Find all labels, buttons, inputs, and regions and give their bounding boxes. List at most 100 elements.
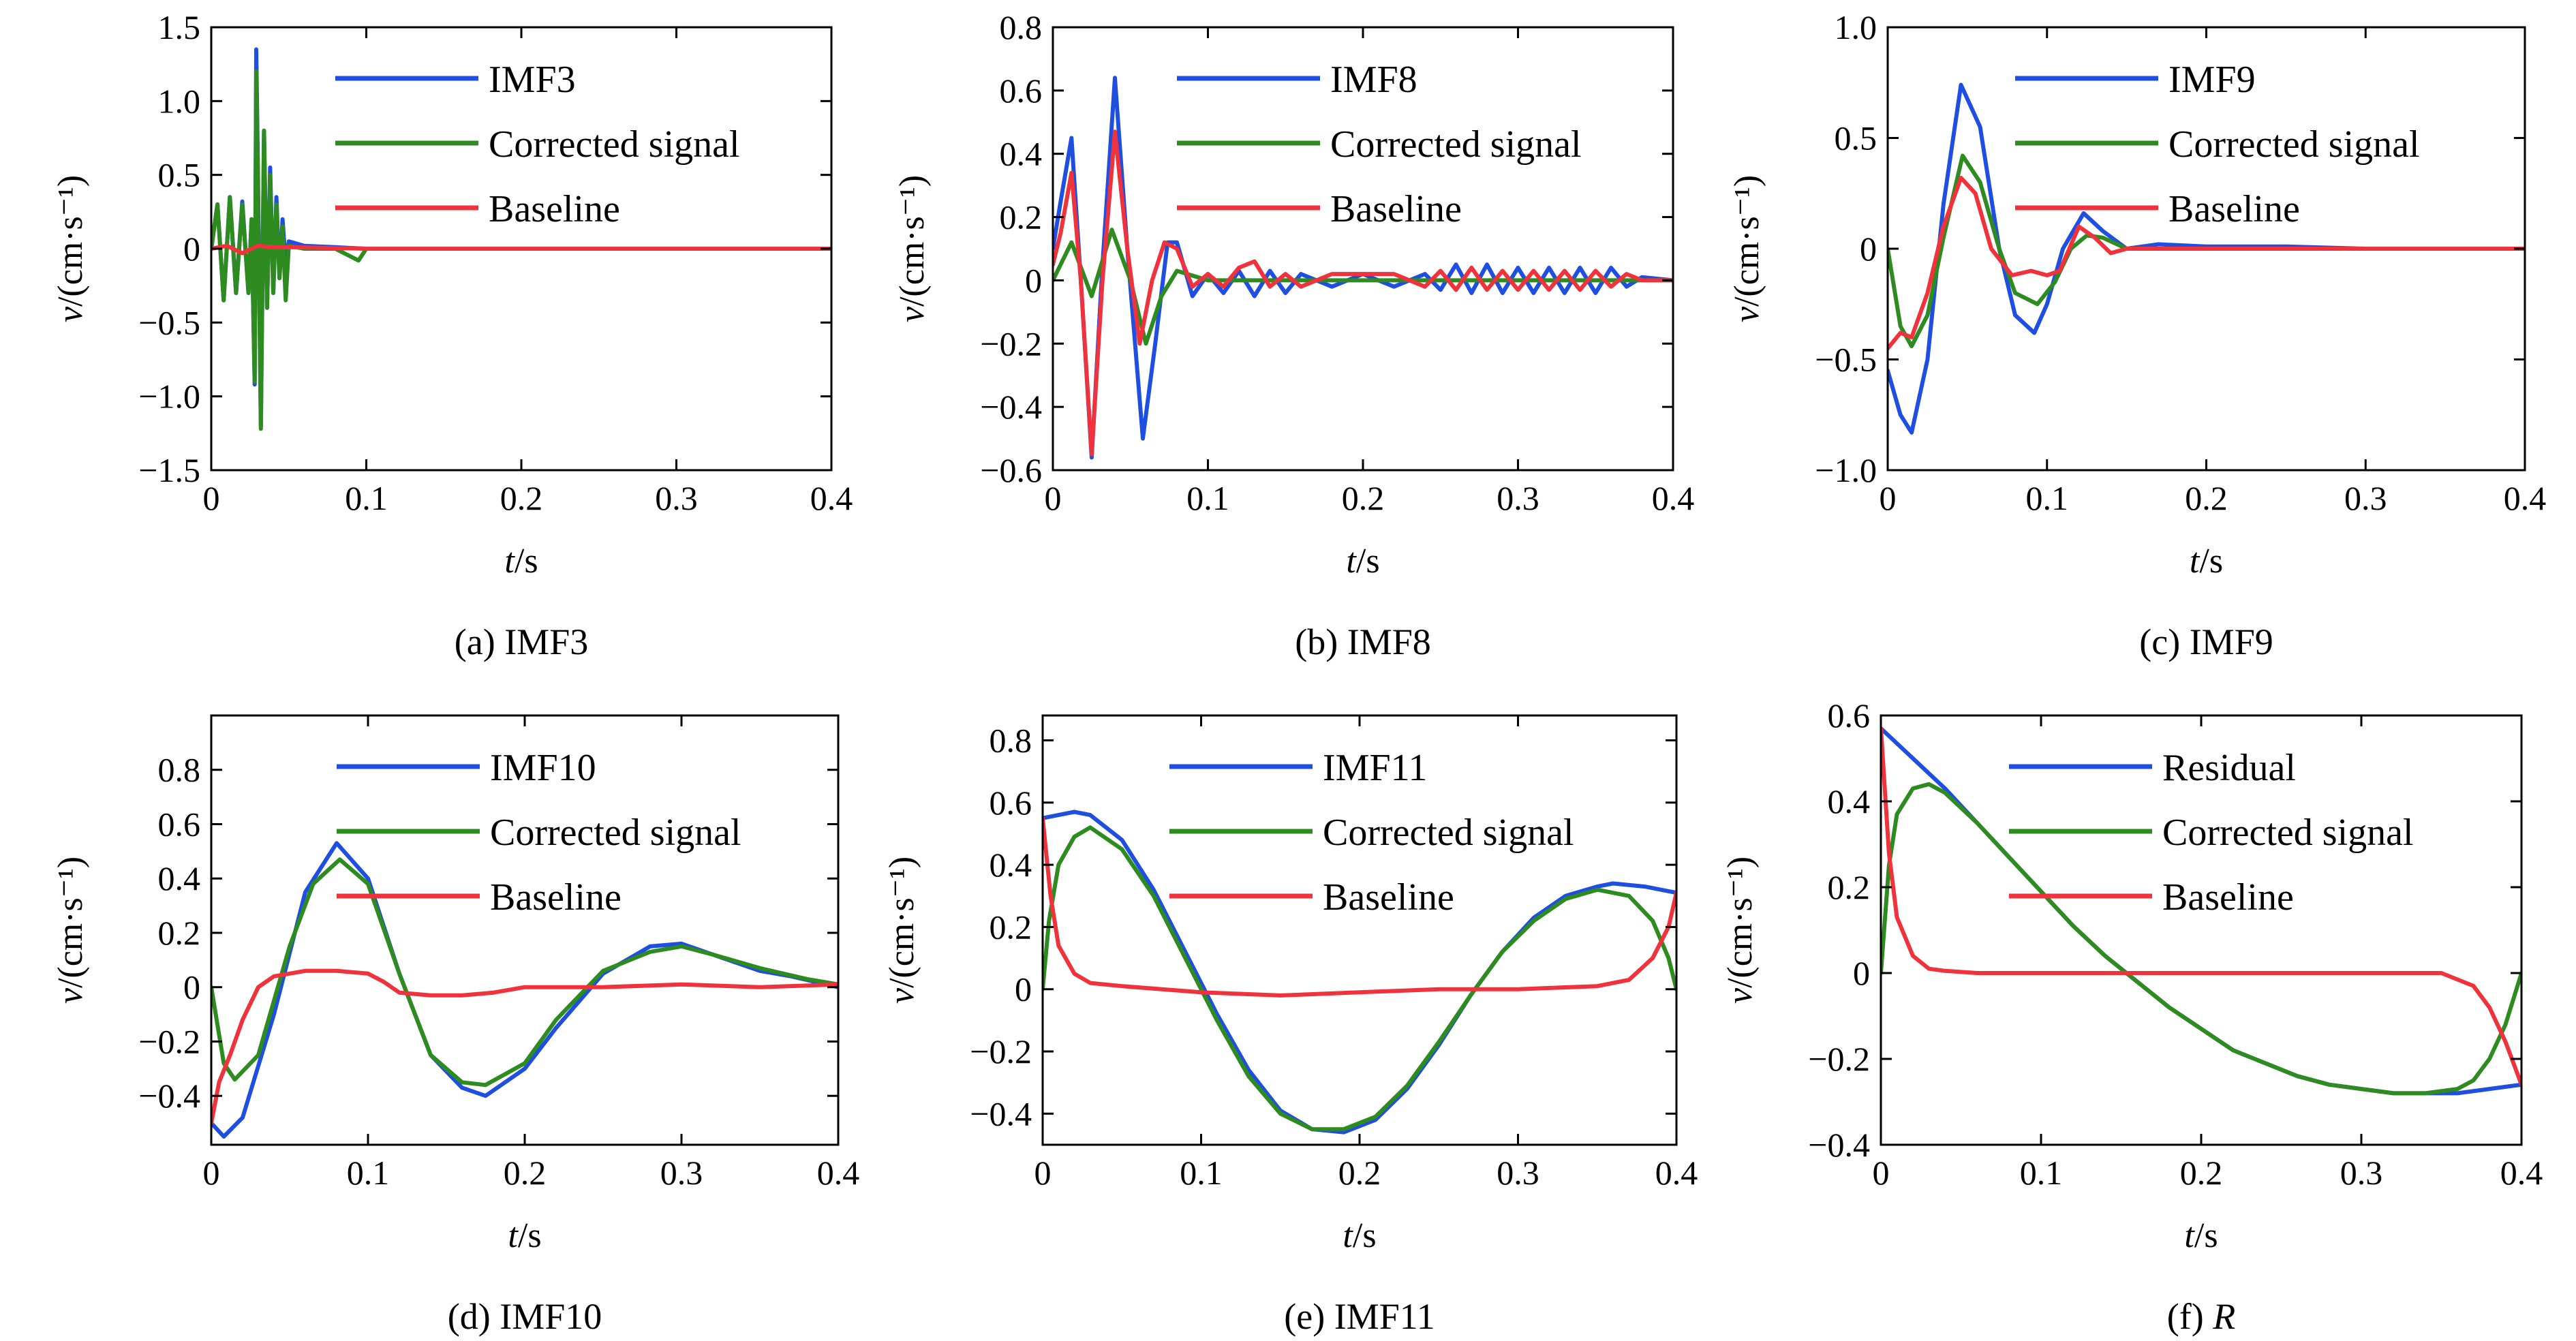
legend-label: IMF8 bbox=[1330, 59, 1417, 101]
series-line-imf11 bbox=[1043, 810, 1676, 1135]
y-tick-label: −0.4 bbox=[980, 388, 1042, 426]
x-tick-label: 0.4 bbox=[2504, 479, 2547, 517]
y-tick-label: −0.2 bbox=[980, 324, 1042, 363]
y-tick-label: 0.6 bbox=[1828, 696, 1871, 735]
panel-caption: (e) IMF11 bbox=[1284, 1296, 1435, 1337]
legend-label: IMF9 bbox=[2168, 59, 2256, 101]
x-tick-label: 0.3 bbox=[2340, 1154, 2383, 1192]
series-line-corrected-signal bbox=[211, 70, 831, 431]
x-tick-label: 0.4 bbox=[817, 1154, 860, 1192]
y-axis-label: v/(cm·s⁻¹) bbox=[893, 175, 932, 322]
series-line-imf8 bbox=[1053, 76, 1673, 460]
x-tick-label: 0.1 bbox=[1180, 1154, 1223, 1192]
series-line-baseline bbox=[1053, 129, 1673, 457]
y-axis-label: v/(cm·s⁻¹) bbox=[883, 857, 921, 1004]
x-tick-label: 0.2 bbox=[2180, 1154, 2223, 1192]
x-tick-label: 0.2 bbox=[2185, 479, 2228, 517]
series-line-baseline bbox=[211, 968, 838, 1126]
y-tick-label: 1.0 bbox=[158, 82, 201, 120]
legend-label: Corrected signal bbox=[1330, 123, 1582, 166]
panel-2: 0 0.1 0.2 0.3 0.4 −0.6 −0.4 −0.2 0 0.2 0.4 0.6 0.8 t/… bbox=[893, 8, 1694, 662]
y-tick-label: 0.8 bbox=[990, 722, 1032, 760]
x-tick-label: 0 bbox=[1873, 1154, 1890, 1192]
y-tick-label: 0.4 bbox=[158, 859, 201, 897]
y-tick-label: −0.4 bbox=[970, 1094, 1032, 1132]
legend-label: Baseline bbox=[489, 188, 620, 230]
y-tick-label: 0 bbox=[1025, 261, 1042, 299]
x-tick-label: 0.4 bbox=[1652, 479, 1695, 517]
y-tick-label: 0.8 bbox=[158, 751, 201, 789]
series-line-corrected-signal bbox=[211, 857, 838, 1088]
y-tick-label: −0.2 bbox=[970, 1032, 1032, 1070]
y-tick-label: −0.2 bbox=[1808, 1040, 1870, 1078]
y-tick-label: −0.4 bbox=[138, 1077, 200, 1115]
y-tick-label: 0.8 bbox=[1000, 8, 1043, 46]
panel-caption: (a) IMF3 bbox=[455, 621, 588, 662]
y-tick-label: 0.4 bbox=[990, 846, 1032, 884]
x-tick-label: 0.1 bbox=[1186, 479, 1229, 517]
legend-label: Baseline bbox=[1323, 876, 1454, 919]
series-line-corrected-signal bbox=[1043, 825, 1676, 1132]
legend-label: Corrected signal bbox=[1323, 812, 1574, 854]
y-axis-label: v/(cm·s⁻¹) bbox=[1721, 857, 1760, 1004]
legend-label: Corrected signal bbox=[2168, 123, 2420, 166]
y-tick-label: −1.5 bbox=[138, 451, 200, 489]
x-tick-label: 0.2 bbox=[1338, 1154, 1381, 1192]
y-axis-label: v/(cm·s⁻¹) bbox=[51, 175, 90, 322]
y-tick-label: 0 bbox=[1853, 954, 1870, 992]
series-line-corrected-signal bbox=[1053, 228, 1673, 346]
y-tick-label: −0.5 bbox=[138, 303, 200, 341]
y-tick-label: 0 bbox=[1860, 230, 1877, 268]
panel-caption: (d) IMF10 bbox=[448, 1296, 602, 1337]
legend-label: Corrected signal bbox=[490, 812, 741, 854]
x-tick-label: 0.1 bbox=[2020, 1154, 2063, 1192]
y-tick-label: 1.0 bbox=[1835, 8, 1877, 46]
series-line-baseline bbox=[1881, 726, 2521, 1087]
x-tick-label: 0.3 bbox=[655, 479, 698, 517]
y-tick-label: 0 bbox=[183, 230, 200, 268]
x-tick-label: 0.2 bbox=[1342, 479, 1385, 517]
y-tick-label: −1.0 bbox=[138, 377, 200, 416]
series-line-baseline bbox=[211, 243, 831, 256]
x-axis-label: t/s bbox=[2190, 542, 2223, 581]
x-tick-label: 0.2 bbox=[500, 479, 543, 517]
x-tick-label: 0.1 bbox=[347, 1154, 390, 1192]
x-tick-label: 0 bbox=[1034, 1154, 1052, 1192]
y-tick-label: 0.4 bbox=[1000, 135, 1043, 173]
x-axis-label: t/s bbox=[504, 542, 538, 581]
x-tick-label: 0.3 bbox=[1497, 1154, 1539, 1192]
x-tick-label: 0 bbox=[203, 479, 220, 517]
y-tick-label: 1.5 bbox=[158, 8, 201, 46]
series-line-imf3 bbox=[211, 47, 831, 428]
x-tick-label: 0.2 bbox=[504, 1154, 547, 1192]
panel-5: 0 0.1 0.2 0.3 0.4 −0.4 −0.2 0 0.2 0.4 0.6 0.8 t/s v/(… bbox=[883, 714, 1698, 1337]
panel-caption: (b) IMF8 bbox=[1295, 621, 1431, 662]
legend-label: Corrected signal bbox=[2162, 812, 2414, 854]
y-tick-label: 0.5 bbox=[158, 156, 201, 194]
legend-label: IMF11 bbox=[1323, 747, 1428, 789]
y-tick-label: 0.6 bbox=[1000, 72, 1043, 110]
y-axis-label: v/(cm·s⁻¹) bbox=[51, 857, 90, 1004]
x-tick-label: 0.4 bbox=[810, 479, 853, 517]
panel-6: 0 0.1 0.2 0.3 0.4 −0.4 −0.2 0 0.2 0.4 0.6 t/s v/(cm·… bbox=[1721, 696, 2543, 1337]
panel-3: 0 0.1 0.2 0.3 0.4 −1.0 −0.5 0 0.5 1.0 t/s v/(cm·s⁻¹… bbox=[1728, 8, 2546, 662]
y-tick-label: 0.2 bbox=[1828, 868, 1871, 906]
series-line-corrected-signal bbox=[1888, 153, 2525, 348]
y-axis-label: v/(cm·s⁻¹) bbox=[1728, 175, 1766, 322]
panel-caption: (f) R bbox=[2167, 1296, 2235, 1337]
y-tick-label: 0.6 bbox=[990, 784, 1032, 822]
series-line-baseline bbox=[1888, 176, 2525, 351]
x-tick-label: 0.1 bbox=[2026, 479, 2069, 517]
panel-4: 0 0.1 0.2 0.3 0.4 −0.4 −0.2 0 0.2 0.4 0.6 0.8 t/s v/(… bbox=[51, 714, 860, 1337]
x-tick-label: 0 bbox=[1880, 479, 1897, 517]
x-tick-label: 0.4 bbox=[1655, 1154, 1698, 1192]
y-tick-label: 0.6 bbox=[158, 805, 201, 843]
legend-label: IMF3 bbox=[489, 59, 576, 101]
y-tick-label: −0.5 bbox=[1815, 341, 1877, 379]
series-line-imf9 bbox=[1888, 82, 2525, 435]
y-tick-label: 0 bbox=[183, 968, 200, 1006]
x-axis-label: t/s bbox=[1343, 1216, 1376, 1255]
series-line-corrected-signal bbox=[1881, 782, 2521, 1096]
x-tick-label: 0.3 bbox=[1497, 479, 1539, 517]
